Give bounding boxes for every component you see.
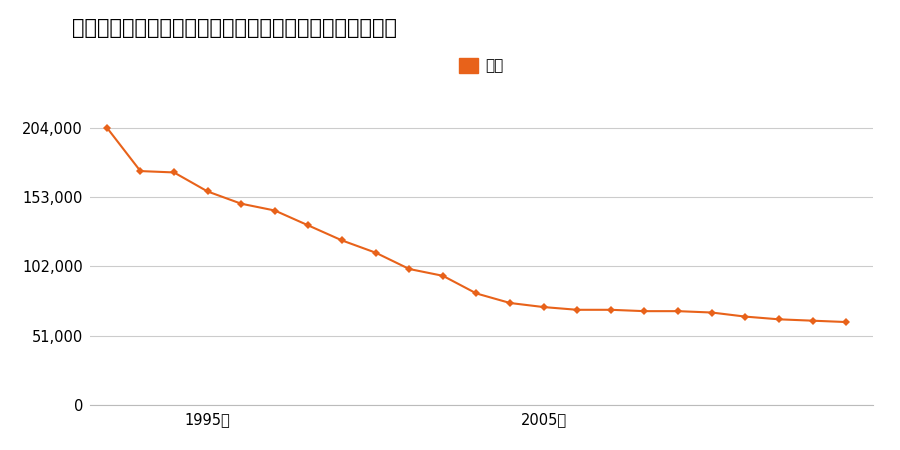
Legend: 価格: 価格	[454, 52, 509, 80]
Text: 滋賀県大津市衣川１丁目字斧研１３７８番１７の地価推移: 滋賀県大津市衣川１丁目字斧研１３７８番１７の地価推移	[72, 18, 397, 38]
